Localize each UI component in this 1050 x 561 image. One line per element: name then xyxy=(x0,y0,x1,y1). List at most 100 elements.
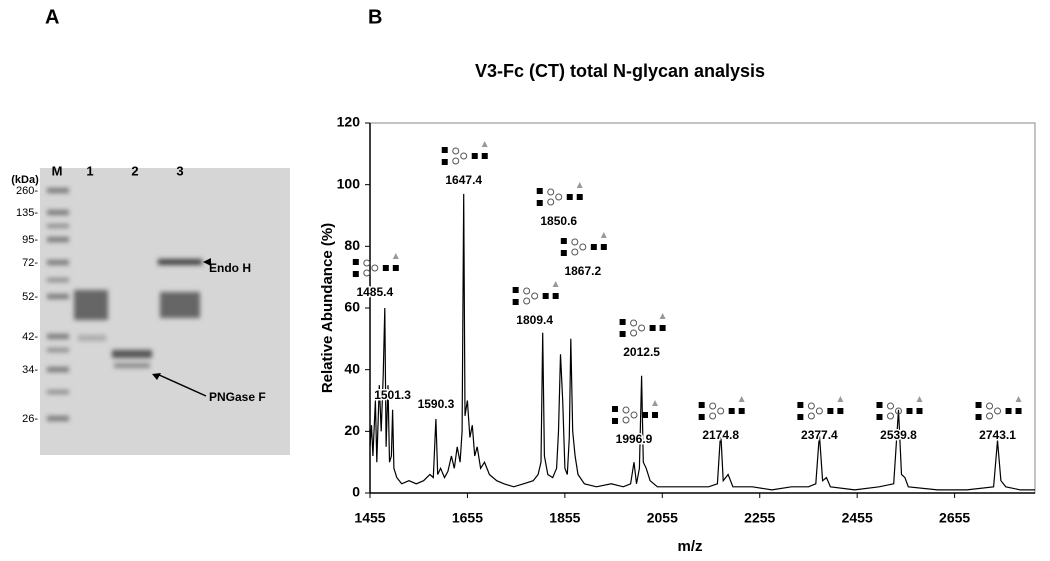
glycan-icon xyxy=(630,329,638,337)
glycan-icon xyxy=(709,412,717,420)
arrow-head xyxy=(152,373,161,380)
glycan-icon xyxy=(975,402,982,408)
glycan-icon xyxy=(600,244,607,250)
glycan-icon xyxy=(555,193,563,201)
glycan-icon xyxy=(630,411,638,419)
glycan-icon xyxy=(797,414,804,420)
x-tick-label: 1655 xyxy=(452,510,483,526)
marker-label: 52- xyxy=(22,291,38,303)
peak-label: 1809.4 xyxy=(516,313,553,327)
peak-label: 1850.6 xyxy=(540,214,577,228)
glycan-icon xyxy=(728,408,735,414)
glycan-icon xyxy=(709,402,717,410)
peak-label: 2743.1 xyxy=(979,428,1016,442)
glycan-icon xyxy=(698,402,705,408)
y-tick-label: 20 xyxy=(344,422,360,438)
glycan-icon xyxy=(452,157,460,165)
panel-letter: B xyxy=(368,6,382,28)
glycan-icon xyxy=(612,418,619,424)
glycan-icon xyxy=(352,259,359,265)
glycan-icon xyxy=(547,198,555,206)
glycan-icon xyxy=(975,414,982,420)
glycan-icon xyxy=(571,238,579,246)
peak-label: 2012.5 xyxy=(623,345,660,359)
unit-label: (kDa) xyxy=(11,174,39,186)
glycan-icon xyxy=(542,293,549,299)
chart: B V3-Fc (CT) total N-glycan analysis Rel… xyxy=(319,6,1036,555)
glycan-icon xyxy=(837,408,844,414)
glycan-icon xyxy=(1005,408,1012,414)
glycan-icon xyxy=(382,265,389,271)
glycan-icon xyxy=(994,407,1002,415)
glycan-icon xyxy=(659,325,666,331)
x-tick-label: 2655 xyxy=(939,510,970,526)
y-tick-label: 80 xyxy=(344,237,360,253)
marker-label: 72- xyxy=(22,257,38,269)
glycan-icon xyxy=(738,396,745,402)
glycan-icon xyxy=(886,402,894,410)
glycan-icon xyxy=(797,402,804,408)
glycan-icon xyxy=(807,412,815,420)
arrow xyxy=(156,373,207,397)
glycan-icon xyxy=(1015,408,1022,414)
glycan-icon xyxy=(579,243,587,251)
peak-label: 1867.2 xyxy=(564,264,601,278)
glycan-icon xyxy=(531,292,539,300)
glycan-icon xyxy=(738,408,745,414)
glycan-icon xyxy=(916,408,923,414)
glycan-icon xyxy=(512,287,519,293)
panel-letter: A xyxy=(45,6,59,28)
glycan-icon xyxy=(471,153,478,159)
x-tick-label: 1455 xyxy=(354,510,385,526)
glycan-icon xyxy=(552,293,559,299)
glycan-icon xyxy=(622,416,630,424)
glycan-icon xyxy=(552,281,559,287)
glycan-icon xyxy=(649,325,656,331)
glycan-icon xyxy=(638,324,646,332)
glycan-icon xyxy=(392,265,399,271)
glycan-icon xyxy=(560,238,567,244)
glycan-icon xyxy=(536,200,543,206)
glycan-icon xyxy=(698,414,705,420)
glycan-icon xyxy=(619,331,626,337)
glycan-icon xyxy=(571,248,579,256)
glycan-icon xyxy=(441,147,448,153)
peak-label: 1647.4 xyxy=(445,173,482,187)
gel-bands xyxy=(47,188,202,421)
glycan-icon xyxy=(807,402,815,410)
glycan-icon xyxy=(481,153,488,159)
marker-label: 135- xyxy=(16,207,38,219)
glycan-icon xyxy=(815,407,823,415)
arrow-label: Endo H xyxy=(209,261,251,275)
glycan-icon xyxy=(371,264,379,272)
x-tick-label: 2255 xyxy=(744,510,775,526)
peak-label: 1485.4 xyxy=(356,285,393,299)
lane-label: 3 xyxy=(176,163,183,178)
glycan-icon xyxy=(717,407,725,415)
glycan-icon xyxy=(827,408,834,414)
peak-label: 1590.3 xyxy=(418,397,455,411)
x-axis-label: m/z xyxy=(677,538,702,555)
peak-label: 2377.4 xyxy=(801,428,838,442)
glycan-icon xyxy=(876,402,883,408)
glycan-icon xyxy=(481,141,488,147)
glycan-icon xyxy=(642,412,649,418)
spectrum-line xyxy=(369,193,1035,491)
glycan-icon xyxy=(576,194,583,200)
x-tick-label: 2055 xyxy=(647,510,678,526)
marker-label: 42- xyxy=(22,331,38,343)
glycan-icon xyxy=(352,271,359,277)
glycan-icon xyxy=(652,412,659,418)
glycan-icon xyxy=(622,406,630,414)
glycan-icon xyxy=(363,259,371,267)
glycan-icon xyxy=(837,396,844,402)
glycan-icon xyxy=(876,414,883,420)
glycan-icon xyxy=(392,253,399,259)
glycan-icon xyxy=(441,159,448,165)
lane-label: M xyxy=(52,163,63,178)
y-tick-label: 60 xyxy=(344,299,360,315)
glycan-icon xyxy=(1015,396,1022,402)
glycan-icon xyxy=(659,313,666,319)
arrow-head xyxy=(203,258,211,266)
